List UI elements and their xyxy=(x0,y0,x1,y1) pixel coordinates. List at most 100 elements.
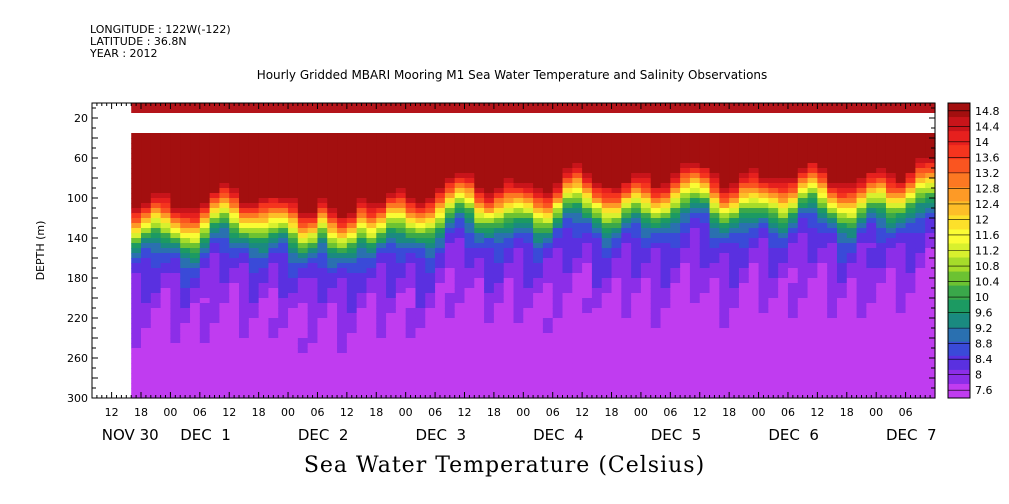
x-tick-label: 18 xyxy=(252,406,266,419)
heatmap-cell xyxy=(523,253,534,259)
heatmap-cell xyxy=(425,218,436,224)
heatmap-cell xyxy=(729,253,740,259)
heatmap-cell xyxy=(131,208,142,214)
heatmap-cell xyxy=(386,168,397,174)
heatmap-cell xyxy=(160,208,172,214)
heatmap-cell xyxy=(493,283,505,289)
heatmap-cell xyxy=(415,258,426,264)
heatmap-cell xyxy=(278,218,289,224)
heatmap-cell xyxy=(435,288,446,294)
heatmap-cell xyxy=(680,313,691,319)
heatmap-cell xyxy=(797,298,809,304)
heatmap-cell xyxy=(141,333,152,339)
heatmap-cell xyxy=(190,293,201,299)
heatmap-cell xyxy=(150,193,162,199)
heatmap-cell xyxy=(709,368,720,374)
heatmap-cell xyxy=(582,333,593,339)
heatmap-cell xyxy=(444,133,456,139)
heatmap-cell xyxy=(278,373,289,379)
colorbar-label: 14.4 xyxy=(975,120,1000,133)
heatmap-cell xyxy=(797,373,809,379)
heatmap-cell xyxy=(337,283,348,289)
heatmap-cell xyxy=(660,318,671,324)
heatmap-cell xyxy=(817,303,828,309)
heatmap-cell xyxy=(582,198,593,204)
heatmap-cell xyxy=(219,223,230,229)
heatmap-cell xyxy=(199,163,211,169)
heatmap-cell xyxy=(699,288,711,294)
heatmap-cell xyxy=(395,283,407,289)
heatmap-cell xyxy=(523,143,534,149)
heatmap-cell xyxy=(572,263,583,269)
heatmap-cell xyxy=(170,343,181,349)
heatmap-cell xyxy=(386,233,397,239)
heatmap-cell xyxy=(366,263,377,269)
heatmap-cell xyxy=(591,253,603,259)
heatmap-cell xyxy=(542,223,554,229)
year-label: YEAR : 2012 xyxy=(90,47,158,60)
heatmap-cell xyxy=(591,283,603,289)
heatmap-cell xyxy=(611,328,622,334)
heatmap-cell xyxy=(582,283,593,289)
heatmap-cell xyxy=(258,168,270,174)
heatmap-cell xyxy=(141,198,152,204)
heatmap-cell xyxy=(376,233,387,239)
heatmap-cell xyxy=(640,288,652,294)
heatmap-cell xyxy=(307,378,319,384)
heatmap-cell xyxy=(670,183,681,189)
heatmap-cell xyxy=(768,328,779,334)
heatmap-cell xyxy=(239,323,250,329)
heatmap-cell xyxy=(915,238,926,244)
heatmap-cell xyxy=(180,303,191,309)
heatmap-cell xyxy=(827,223,838,229)
heatmap-cell xyxy=(170,208,181,214)
heatmap-cell xyxy=(876,323,887,329)
heatmap-cell xyxy=(601,383,613,389)
heatmap-cell xyxy=(787,318,799,324)
heatmap-cell xyxy=(807,178,818,184)
heatmap-cell xyxy=(386,138,397,144)
heatmap-cell xyxy=(484,388,495,394)
heatmap-cell xyxy=(258,378,270,384)
heatmap-cell xyxy=(768,213,779,219)
heatmap-cell xyxy=(170,268,181,274)
heatmap-cell xyxy=(846,348,858,354)
heatmap-cell xyxy=(190,223,201,229)
heatmap-cell xyxy=(376,188,387,194)
heatmap-cell xyxy=(807,383,818,389)
heatmap-cell xyxy=(454,133,466,139)
heatmap-cell xyxy=(337,278,348,284)
heatmap-cell xyxy=(738,153,750,159)
heatmap-cell xyxy=(376,253,387,259)
heatmap-cell xyxy=(493,358,505,364)
heatmap-cell xyxy=(748,198,760,204)
heatmap-cell xyxy=(415,203,426,209)
heatmap-cell xyxy=(160,278,172,284)
heatmap-cell xyxy=(631,193,642,199)
heatmap-cell xyxy=(170,273,181,279)
heatmap-cell xyxy=(758,183,769,189)
heatmap-cell xyxy=(533,248,544,254)
heatmap-cell xyxy=(199,268,211,274)
heatmap-cell xyxy=(758,148,769,154)
heatmap-cell xyxy=(405,368,417,374)
heatmap-cell xyxy=(435,293,446,299)
heatmap-cell xyxy=(356,363,368,369)
heatmap-cell xyxy=(846,238,858,244)
heatmap-cell xyxy=(915,298,926,304)
heatmap-cell xyxy=(523,163,534,169)
heatmap-cell xyxy=(729,313,740,319)
heatmap-cell xyxy=(621,173,632,179)
heatmap-cell xyxy=(709,343,720,349)
heatmap-cell xyxy=(876,148,887,154)
heatmap-cell xyxy=(405,378,417,384)
heatmap-cell xyxy=(885,153,897,159)
heatmap-cell xyxy=(778,163,789,169)
heatmap-cell xyxy=(513,203,524,209)
heatmap-cell xyxy=(317,243,328,249)
heatmap-cell xyxy=(758,333,769,339)
heatmap-cell xyxy=(435,353,446,359)
colorbar-label: 9.2 xyxy=(975,322,993,335)
heatmap-cell xyxy=(474,278,485,284)
heatmap-cell xyxy=(288,328,299,334)
